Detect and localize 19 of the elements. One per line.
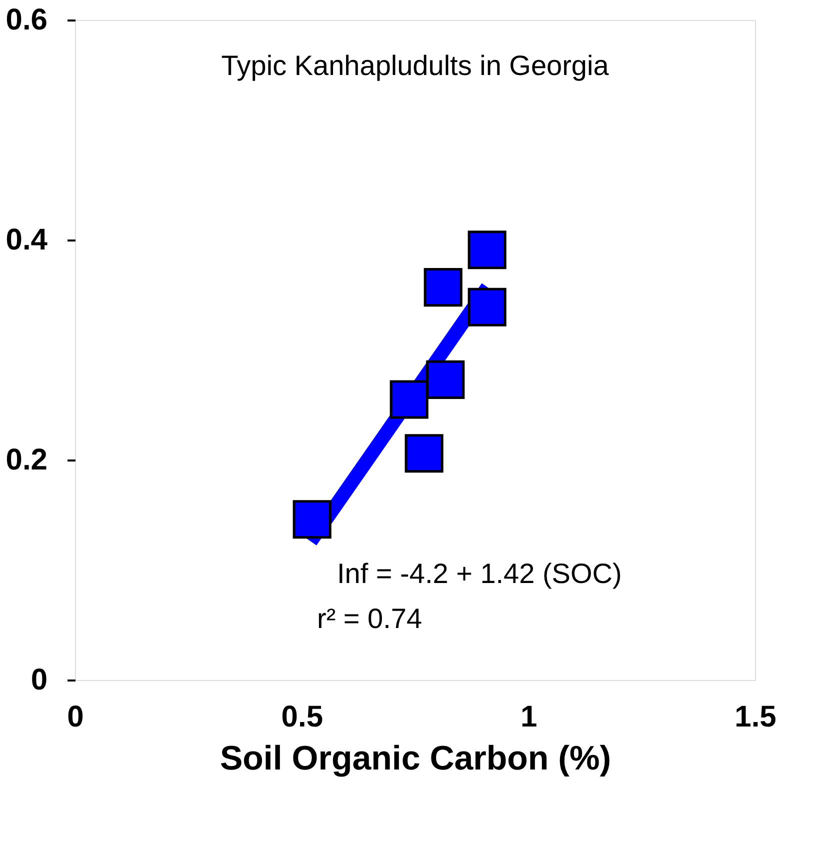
y-tick-label: 0	[30, 664, 48, 696]
point	[424, 268, 462, 307]
annotation: r² = 0.74	[317, 603, 422, 634]
point	[404, 434, 444, 473]
point	[426, 360, 465, 399]
point	[468, 288, 506, 326]
annotation: Inf = -4.2 + 1.42 (SOC)	[337, 558, 622, 589]
x-tick-label: 1.5	[734, 700, 776, 734]
x-tick-label: 1	[520, 700, 538, 734]
y-tick-label: 0.4	[6, 224, 48, 256]
point	[468, 230, 506, 270]
x-tick-label: 0.5	[281, 700, 324, 734]
annotation: Typic Kanhapludults in Georgia	[221, 50, 610, 81]
y-tick-label: 0.2	[6, 444, 48, 476]
x-axis-title: Soil Organic Carbon (%)	[220, 740, 612, 778]
y-tick-label: 0.6	[6, 4, 48, 36]
point	[390, 380, 428, 419]
x-tick-label: 0	[67, 700, 84, 734]
point	[292, 500, 332, 539]
